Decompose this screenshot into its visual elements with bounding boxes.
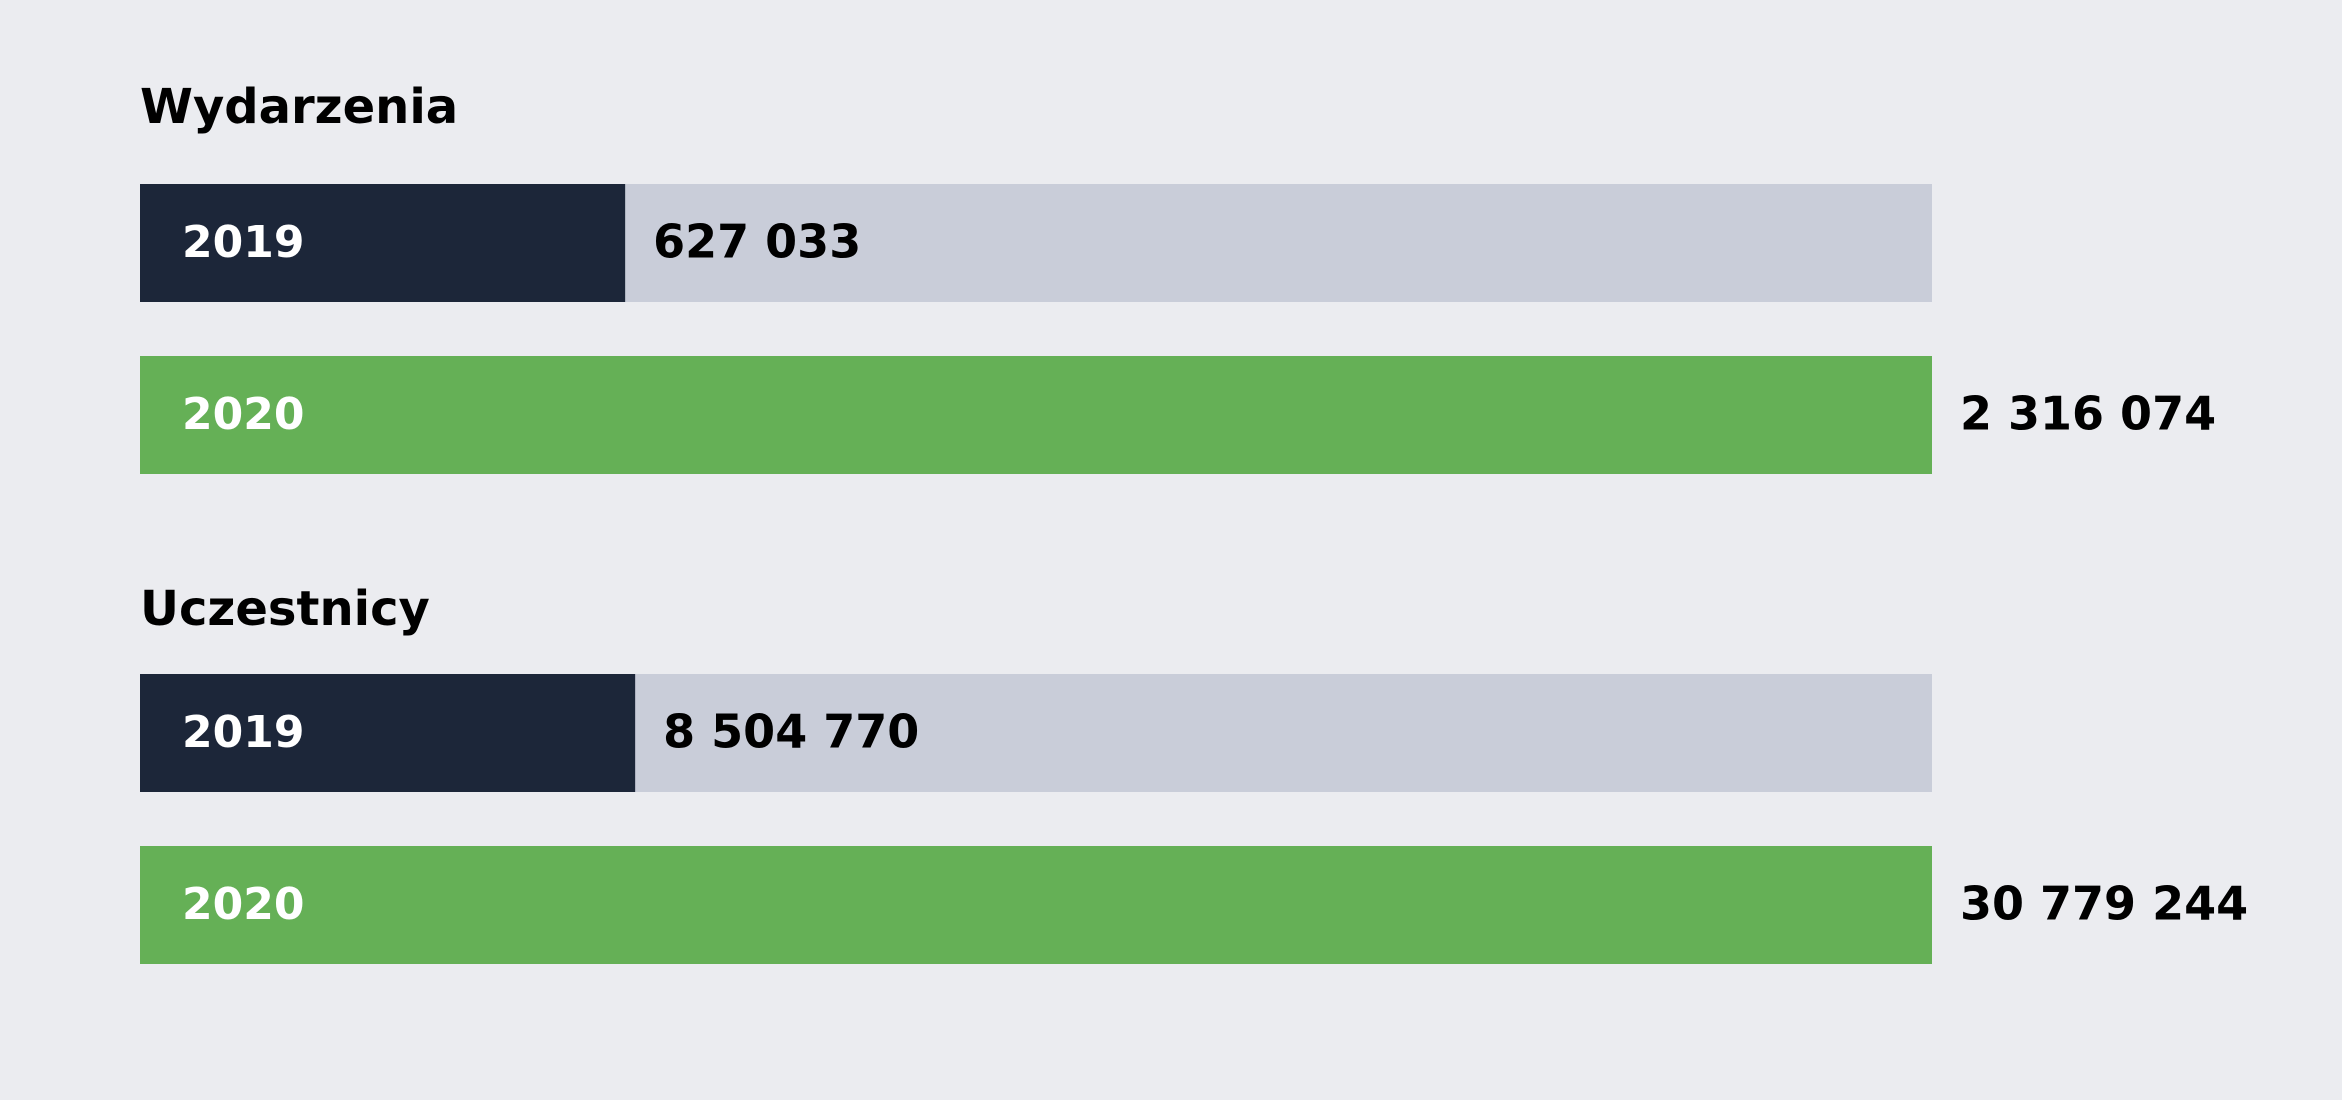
category-label: 2020 (182, 389, 304, 440)
bar (140, 846, 1932, 964)
category-label: 2020 (182, 879, 304, 930)
category-label: 2019 (182, 217, 304, 268)
bar (140, 184, 626, 302)
chart-title: Wydarzenia (140, 79, 458, 135)
bar (140, 674, 636, 792)
bar (140, 356, 1932, 474)
value-label: 627 033 (653, 215, 861, 269)
value-label: 8 504 770 (663, 705, 919, 759)
value-label: 30 779 244 (1960, 877, 2248, 931)
value-label: 2 316 074 (1960, 387, 2216, 441)
chart-title: Uczestnicy (140, 581, 430, 637)
category-label: 2019 (182, 707, 304, 758)
